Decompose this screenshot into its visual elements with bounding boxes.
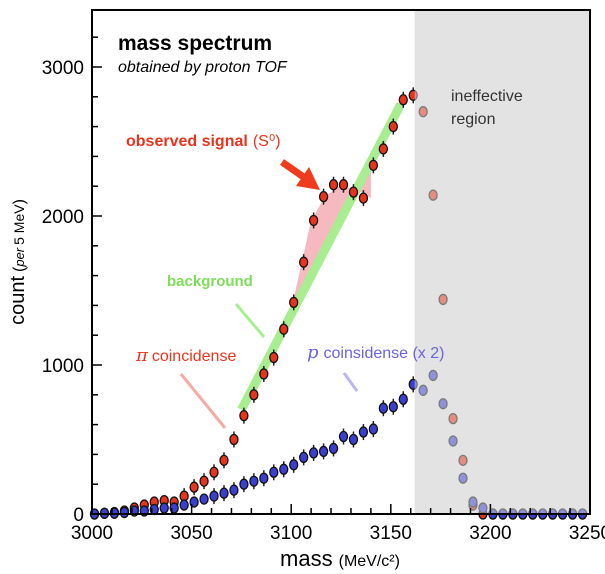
- p-data-point: [328, 442, 339, 455]
- p-data-point: [229, 484, 239, 496]
- x-axis-label: mass (MeV/c²): [280, 546, 400, 571]
- x-tick-label: 3050: [170, 523, 212, 544]
- y-axis-label-text: count: [7, 276, 29, 325]
- pi-data-point: [229, 433, 239, 446]
- pi-data-point: [269, 351, 279, 364]
- x-tick-label: 3150: [370, 523, 412, 544]
- p-data-point: [318, 445, 329, 458]
- pi-data-point: [199, 475, 209, 487]
- plot-frame: [91, 9, 591, 515]
- pi-leader: [179, 373, 227, 429]
- x-tick-label: 3100: [270, 523, 312, 544]
- pi-data-point: [189, 481, 199, 493]
- pi-data-point: [378, 143, 388, 155]
- background-line: [237, 102, 405, 412]
- p-data-point: [358, 426, 369, 438]
- observed-signal-symbol: (S⁰): [253, 133, 281, 150]
- p-data-point: [239, 478, 249, 490]
- x-axis-label-text: mass: [280, 546, 333, 571]
- p-data-point: [269, 466, 279, 478]
- p-data-point: [398, 393, 408, 405]
- observed-signal-text: observed signal: [126, 133, 248, 150]
- chart-subtitle: obtained by proton TOF: [118, 59, 288, 76]
- pi-data-point: [368, 159, 379, 171]
- observed-signal-label: observed signal (S⁰): [126, 133, 281, 150]
- x-axis-ticks: 3000 3050 3100 3150 3200 3250: [71, 504, 605, 544]
- y-axis-unit-prefix: per: [12, 247, 27, 267]
- pi-data-point: [308, 214, 319, 227]
- y-tick-label: 0: [73, 505, 84, 526]
- p-data-point: [348, 433, 359, 446]
- pi-symbol: π: [135, 345, 149, 366]
- p-data-point: [249, 475, 259, 487]
- p-data-point: [159, 502, 169, 514]
- p-data-point: [219, 487, 229, 499]
- ineffective-label-line1: ineffective: [451, 88, 523, 105]
- x-tick-label: 3200: [469, 523, 511, 544]
- pi-data-point: [398, 94, 408, 106]
- pi-label: π coincidense: [135, 345, 236, 366]
- pi-data-point: [299, 256, 309, 268]
- y-tick-label: 3000: [42, 58, 84, 79]
- p-label: p coinsidense (x 2): [307, 342, 444, 363]
- y-tick-label: 1000: [42, 356, 84, 377]
- pi-data-point: [249, 389, 259, 401]
- pi-data-point: [388, 120, 398, 133]
- pi-data-point: [209, 466, 219, 478]
- p-data-point: [388, 401, 398, 413]
- p-data-point: [259, 472, 269, 484]
- background-leader: [234, 303, 266, 338]
- pi-data-point: [358, 192, 369, 204]
- y-axis-ticks: 0 1000 2000 3000: [42, 36, 102, 526]
- pi-data-point: [289, 296, 299, 309]
- pi-data-point: [239, 410, 249, 422]
- p-leader: [342, 372, 359, 392]
- p-data-point: [209, 490, 219, 502]
- chart-title: mass spectrum: [118, 32, 272, 55]
- pi-data-point: [219, 454, 229, 467]
- p-data-point: [368, 423, 379, 435]
- x-axis-unit: (MeV/c²): [339, 553, 400, 570]
- p-text: coinsidense (x 2): [324, 345, 445, 362]
- pi-data-point: [328, 179, 339, 191]
- p-symbol: p: [307, 342, 319, 363]
- y-axis-unit: 5 MeV: [11, 204, 27, 245]
- p-data-point: [308, 447, 319, 459]
- pi-data-point: [259, 368, 269, 380]
- pi-data-point: [279, 323, 289, 335]
- p-data-point: [179, 499, 189, 511]
- x-tick-label: 3000: [71, 523, 113, 544]
- ineffective-label-line2: region: [451, 111, 495, 128]
- ineffective-fade: [414, 10, 590, 514]
- pi-data-point: [318, 190, 329, 203]
- p-data-point: [378, 402, 388, 414]
- p-data-point: [299, 451, 309, 464]
- signal-arrow: [280, 159, 320, 190]
- x-tick-label: 3250: [569, 523, 605, 544]
- p-data-point: [199, 493, 209, 505]
- y-axis-label: count(per5 MeV): [7, 199, 29, 325]
- pi-text: coincidense: [152, 348, 237, 365]
- pi-data-point: [338, 179, 349, 191]
- p-data-point: [119, 506, 130, 519]
- pi-data-point: [348, 186, 359, 198]
- p-data-point: [338, 430, 349, 443]
- p-data-point: [289, 459, 299, 471]
- ineffective-overlay: [414, 10, 590, 514]
- p-data-point: [279, 463, 289, 475]
- background-label: background: [167, 273, 253, 290]
- y-tick-label: 2000: [42, 207, 84, 228]
